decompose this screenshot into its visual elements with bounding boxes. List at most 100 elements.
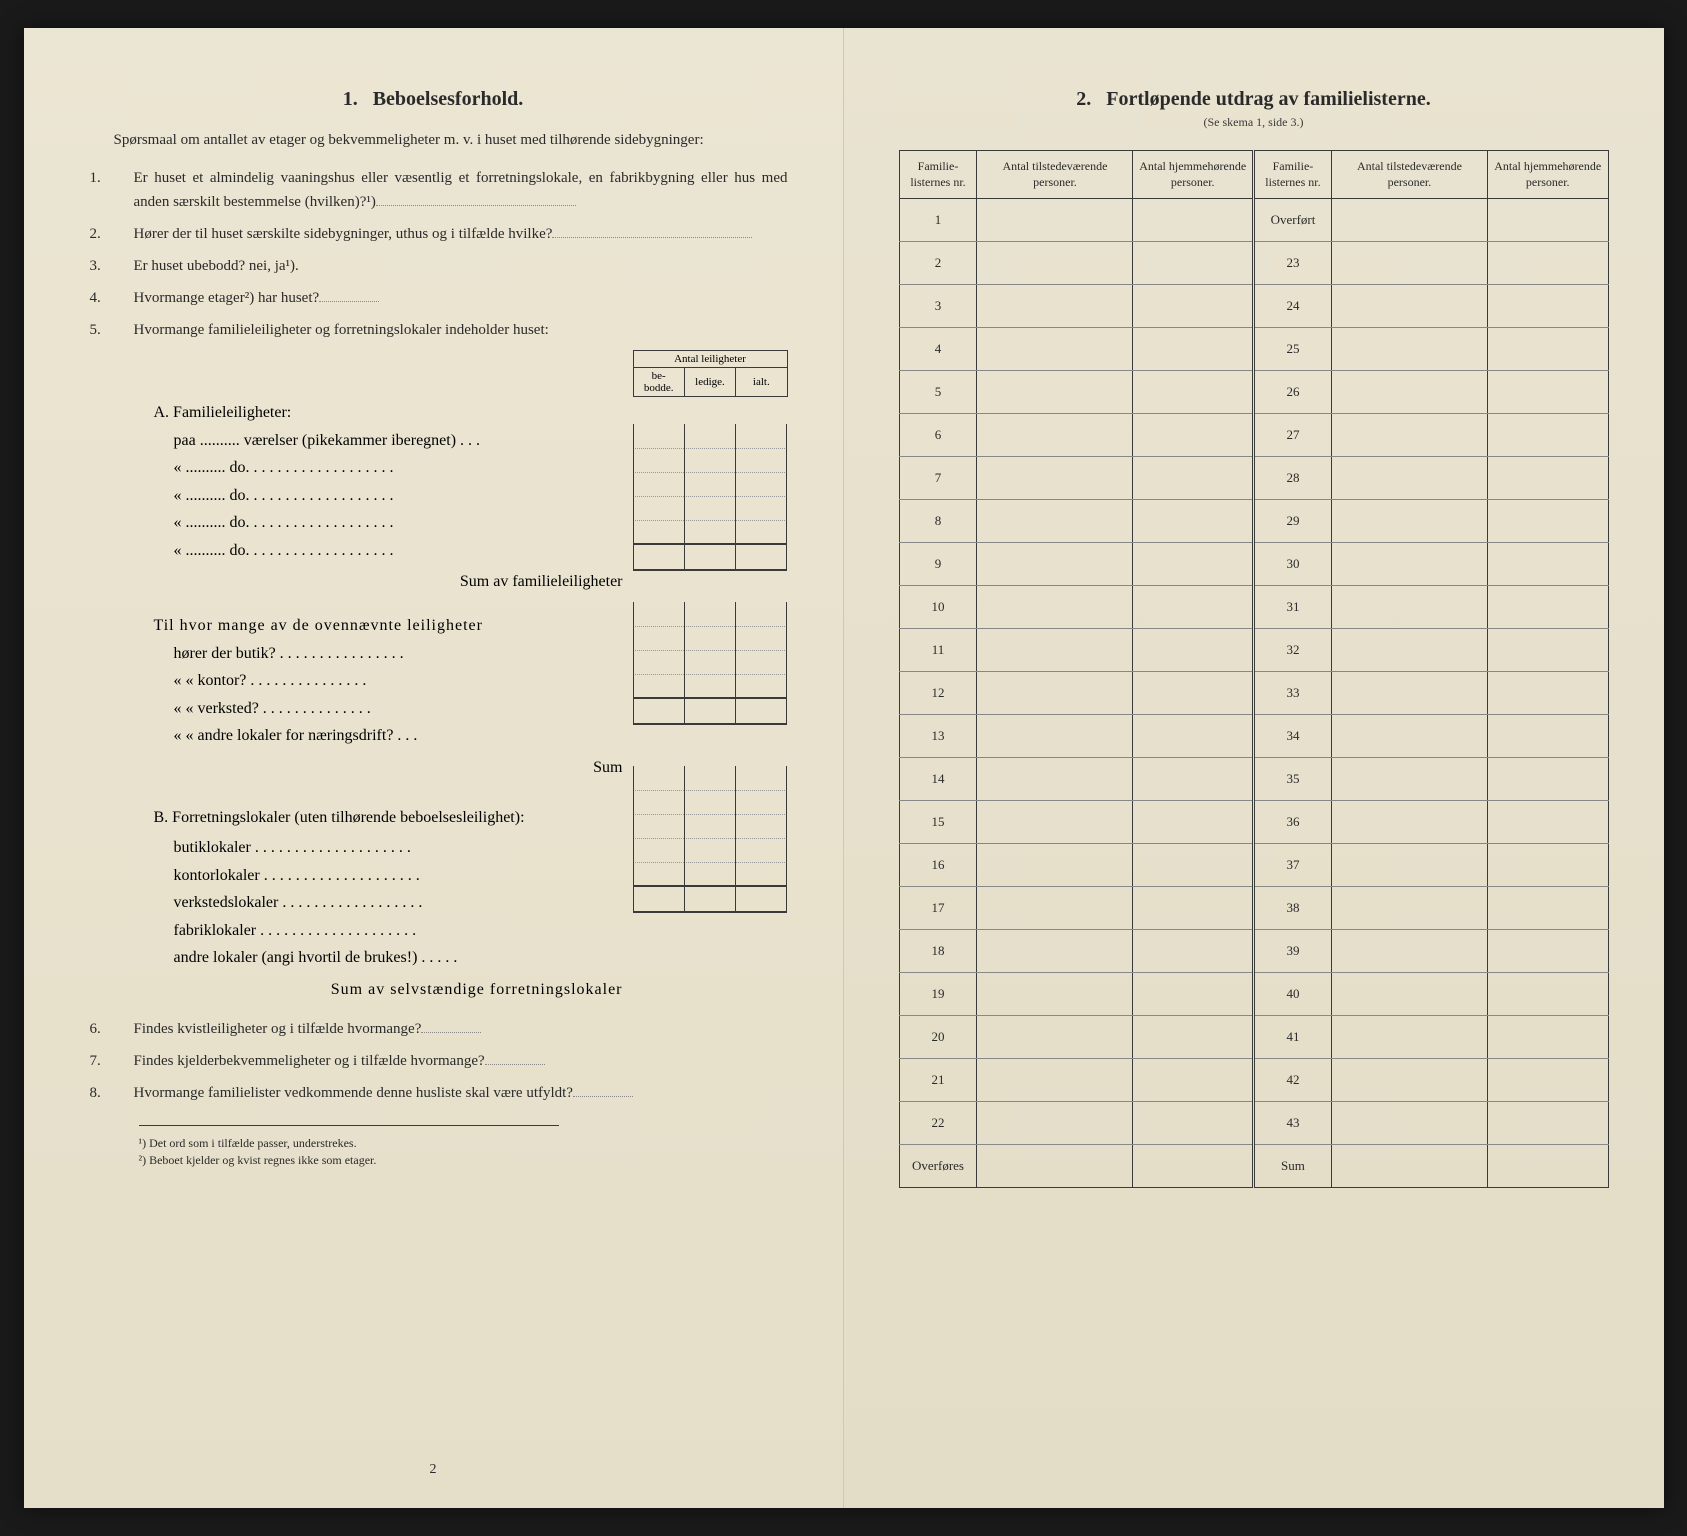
cell-right-num: 32 — [1253, 629, 1331, 672]
cell-right-hjemme — [1487, 1102, 1608, 1145]
mid-line2: « « kontor? . . . . . . . . . . . . . . … — [174, 668, 633, 694]
section-b-line3: verkstedslokaler . . . . . . . . . . . .… — [174, 890, 633, 916]
cell-left-num: 18 — [899, 930, 977, 973]
cell-right-num: 30 — [1253, 543, 1331, 586]
section-1-heading: Beboelsesforhold. — [373, 88, 524, 110]
cell-left-num: 1 — [899, 199, 977, 242]
cell-left-tilstede — [977, 328, 1133, 371]
table-row: 1839 — [899, 930, 1608, 973]
footnotes: ¹) Det ord som i tilfælde passer, unders… — [139, 1125, 559, 1168]
th-familie-nr-1: Familie-listernes nr. — [899, 151, 977, 199]
cell-left-num: 22 — [899, 1102, 977, 1145]
q4-text: Hvormange etager²) har huset? — [134, 290, 320, 306]
section-b-title: B. Forretningslokaler (uten tilhørende b… — [154, 807, 633, 829]
cell-left-hjemme — [1133, 457, 1254, 500]
cell-right-num: 38 — [1253, 887, 1331, 930]
leiligheter-table: A. Familieleiligheter: paa .......... væ… — [154, 350, 788, 1009]
intro-text: Spørsmaal om antallet av etager og bekve… — [114, 129, 788, 152]
q6-text: Findes kvistleiligheter og i tilfælde hv… — [134, 1021, 422, 1037]
cell-left-hjemme — [1133, 199, 1254, 242]
cell-left-hjemme — [1133, 242, 1254, 285]
cell-right-num: 27 — [1253, 414, 1331, 457]
table-row: 1233 — [899, 672, 1608, 715]
cell-right-hjemme — [1487, 414, 1608, 457]
cell-right-num: 41 — [1253, 1016, 1331, 1059]
mid-line1: hører der butik? . . . . . . . . . . . .… — [174, 641, 633, 667]
mid-intro-text: Til hvor mange av de ovennævnte leilighe… — [154, 613, 483, 639]
cell-right-tilstede — [1331, 1102, 1487, 1145]
cell-right-tilstede — [1331, 844, 1487, 887]
section-b-line5: andre lokaler (angi hvortil de brukes!) … — [174, 945, 633, 971]
cell-left-num: 4 — [899, 328, 977, 371]
cell-right-hjemme — [1487, 543, 1608, 586]
page-number-left: 2 — [430, 1462, 437, 1478]
cell-right-tilstede — [1331, 930, 1487, 973]
cell-left-tilstede — [977, 672, 1133, 715]
section-a-sum: Sum av familieleiligheter — [154, 569, 633, 595]
cell-left-num: 5 — [899, 371, 977, 414]
cell-right-num: 24 — [1253, 285, 1331, 328]
cell-right-hjemme — [1487, 758, 1608, 801]
cell-right-num: 28 — [1253, 457, 1331, 500]
cell-right-num: 36 — [1253, 801, 1331, 844]
cell-right-num: 23 — [1253, 242, 1331, 285]
cell-right-tilstede — [1331, 715, 1487, 758]
section-b-sum: Sum av selvstændige forretningslokaler — [154, 977, 633, 1003]
table-row: 7 28 — [899, 457, 1608, 500]
cell-right-tilstede — [1331, 242, 1487, 285]
section-a-line3: « .......... do. . . . . . . . . . . . .… — [174, 483, 633, 509]
cell-left-tilstede — [977, 844, 1133, 887]
question-8: 8.Hvormange familielister vedkommende de… — [134, 1081, 788, 1105]
question-7: 7.Findes kjelderbekvemmeligheter og i ti… — [134, 1049, 788, 1073]
cell-left-hjemme — [1133, 629, 1254, 672]
cell-right-num: 33 — [1253, 672, 1331, 715]
cell-left-num: 7 — [899, 457, 977, 500]
cell-left-tilstede — [977, 285, 1133, 328]
th-col3: ialt. — [736, 367, 787, 396]
cell-left-num: 10 — [899, 586, 977, 629]
th-col1: be-bodde. — [633, 367, 684, 396]
table-row: 1435 — [899, 758, 1608, 801]
section-a-line4: « .......... do. . . . . . . . . . . . .… — [174, 510, 633, 536]
cell-right-tilstede — [1331, 973, 1487, 1016]
cell-right-num: 40 — [1253, 973, 1331, 1016]
section-2-heading: Fortløpende utdrag av familielisterne. — [1106, 88, 1430, 110]
cell-left-tilstede — [977, 1102, 1133, 1145]
cell-left-hjemme — [1133, 500, 1254, 543]
cell-left-tilstede — [977, 543, 1133, 586]
mini-table-header: Antal leiligheter be-bodde. ledige. ialt… — [633, 350, 788, 397]
cell-right-hjemme — [1487, 672, 1608, 715]
cell-left-tilstede — [977, 371, 1133, 414]
cell-right-hjemme — [1487, 586, 1608, 629]
cell-left-num: 11 — [899, 629, 977, 672]
cell-left-hjemme — [1133, 930, 1254, 973]
cell-right-tilstede — [1331, 328, 1487, 371]
section-b-line1: butiklokaler . . . . . . . . . . . . . .… — [174, 835, 633, 861]
question-1: 1.Er huset et almindelig vaaningshus ell… — [134, 166, 788, 214]
q8-text: Hvormange familielister vedkommende denn… — [134, 1085, 573, 1101]
cell-right-hjemme — [1487, 629, 1608, 672]
section-2-title: 2. Fortløpende utdrag av familielisterne… — [899, 88, 1609, 111]
cell-left-num: Overføres — [899, 1145, 977, 1188]
cell-right-tilstede — [1331, 801, 1487, 844]
footnote-1: ¹) Det ord som i tilfælde passer, unders… — [139, 1136, 559, 1151]
section-2-num: 2. — [1076, 88, 1091, 110]
section-2-subtitle: (Se skema 1, side 3.) — [899, 115, 1609, 130]
cell-right-hjemme — [1487, 887, 1608, 930]
table-row: OverføresSum — [899, 1145, 1608, 1188]
cell-right-num: 39 — [1253, 930, 1331, 973]
table-row: 22 43 — [899, 1102, 1608, 1145]
section-a-line1: paa .......... værelser (pikekammer iber… — [174, 428, 633, 454]
q1-text: Er huset et almindelig vaaningshus eller… — [134, 170, 788, 210]
cell-right-hjemme — [1487, 328, 1608, 371]
cell-right-hjemme — [1487, 1059, 1608, 1102]
cell-left-tilstede — [977, 1145, 1133, 1188]
cell-left-tilstede — [977, 586, 1133, 629]
cell-left-num: 2 — [899, 242, 977, 285]
cell-left-num: 8 — [899, 500, 977, 543]
cell-right-num: 43 — [1253, 1102, 1331, 1145]
cell-left-hjemme — [1133, 672, 1254, 715]
table-row: 1738 — [899, 887, 1608, 930]
cell-left-num: 16 — [899, 844, 977, 887]
cell-left-num: 19 — [899, 973, 977, 1016]
